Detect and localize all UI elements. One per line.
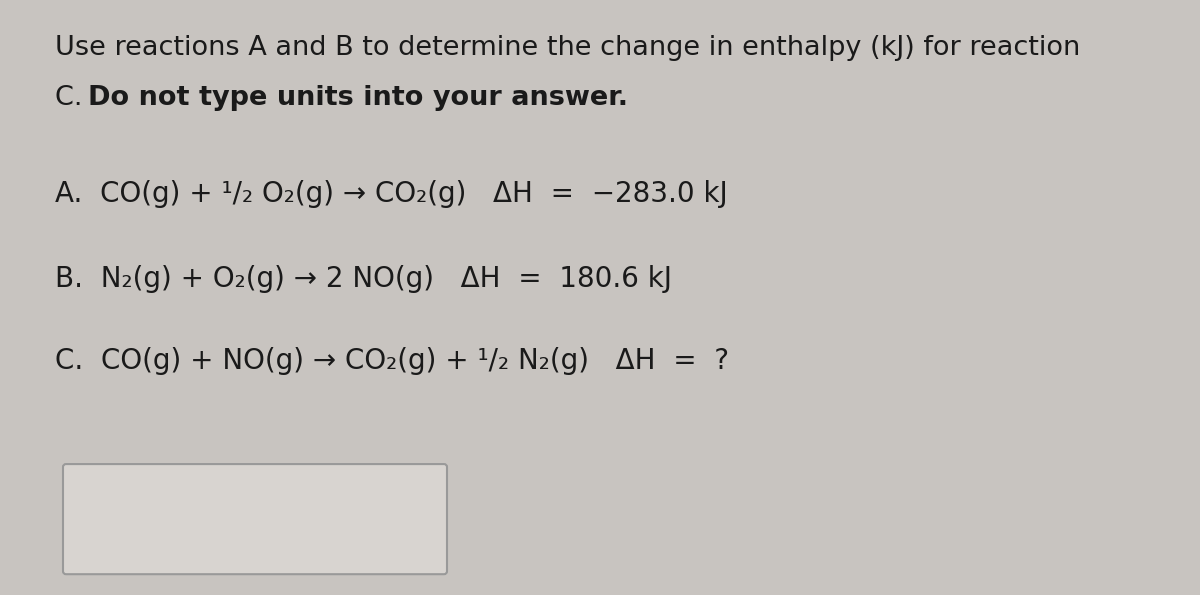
Text: A.  CO(g) + ¹/₂ O₂(g) → CO₂(g)   ΔH  =  −283.0 kJ: A. CO(g) + ¹/₂ O₂(g) → CO₂(g) ΔH = −283.… [55, 180, 727, 208]
Text: Do not type units into your answer.: Do not type units into your answer. [88, 85, 628, 111]
Text: C.: C. [55, 85, 100, 111]
Text: B.  N₂(g) + O₂(g) → 2 NO(g)   ΔH  =  180.6 kJ: B. N₂(g) + O₂(g) → 2 NO(g) ΔH = 180.6 kJ [55, 265, 672, 293]
FancyBboxPatch shape [64, 464, 446, 574]
Text: C.  CO(g) + NO(g) → CO₂(g) + ¹/₂ N₂(g)   ΔH  =  ?: C. CO(g) + NO(g) → CO₂(g) + ¹/₂ N₂(g) ΔH… [55, 347, 730, 375]
Text: Use reactions A and B to determine the change in enthalpy (kJ) for reaction: Use reactions A and B to determine the c… [55, 35, 1080, 61]
